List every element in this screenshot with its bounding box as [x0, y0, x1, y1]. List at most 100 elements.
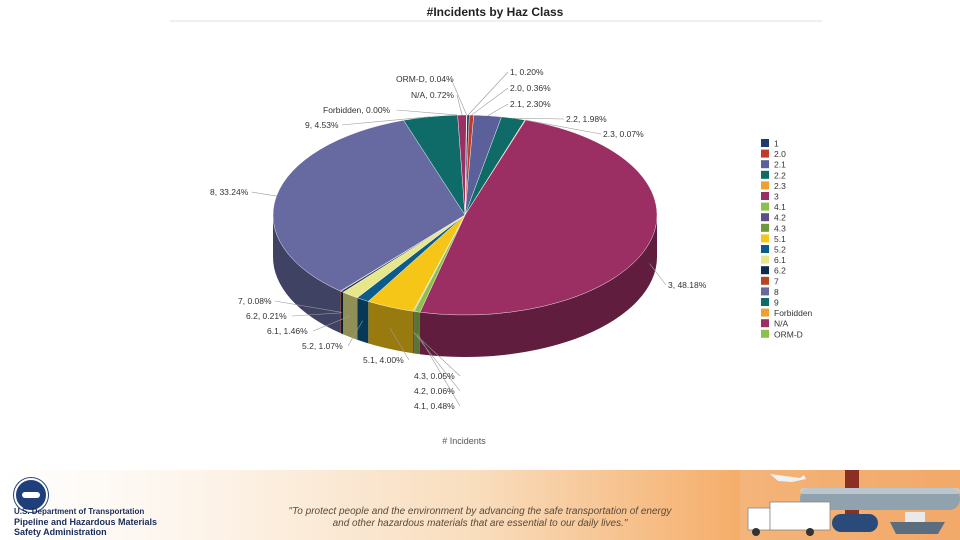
leader-line-4-1 — [416, 332, 461, 407]
chart-title: #Incidents by Haz Class — [427, 5, 564, 19]
legend-label-5-2: 5.2 — [774, 245, 786, 255]
pie-slice-3 — [419, 119, 658, 316]
legend-swatch-2-1 — [761, 160, 769, 169]
legend-label-6-2: 6.2 — [774, 266, 786, 276]
pie-chart: #Incidents by Haz Class 1, 0.20% 2.0, 0.3… — [170, 5, 822, 446]
pie-side-7 — [340, 291, 342, 334]
leader-line-8 — [251, 191, 277, 197]
data-label-4-3: 4.3, 0.05% — [414, 371, 455, 381]
legend-label-3: 3 — [774, 192, 779, 202]
legend-swatch-2-2 — [761, 170, 769, 179]
data-label-2-3: 2.3, 0.07% — [603, 129, 644, 139]
legend-label-7: 7 — [774, 276, 779, 286]
legend-label-1: 1 — [774, 139, 779, 149]
mission-statement-line2: and other hazardous materials that are e… — [332, 518, 628, 529]
pie-side-4-3 — [413, 311, 414, 354]
legend-swatch-2-0 — [761, 149, 769, 158]
truck-trailer-icon — [769, 501, 831, 531]
agency-name-line1: Pipeline and Hazardous Materials — [14, 517, 158, 527]
data-label-N-A: N/A, 0.72% — [411, 90, 454, 100]
leader-line-2-0 — [471, 87, 509, 116]
legend-label-8: 8 — [774, 287, 779, 297]
legend-swatch-3 — [761, 192, 769, 200]
data-label-2-2: 2.2, 1.98% — [566, 114, 607, 124]
ship-icon — [890, 522, 945, 534]
data-label-9: 9, 4.53% — [305, 120, 339, 130]
leader-line-6-1 — [312, 315, 351, 332]
data-label-2-1: 2.1, 2.30% — [510, 99, 551, 109]
legend-label-4-2: 4.2 — [774, 213, 786, 223]
legend-swatch-N-A — [761, 319, 769, 328]
legend-swatch-4-2 — [761, 213, 769, 222]
legend-swatch-ORM-D — [761, 329, 769, 338]
x-axis-label: # Incidents — [442, 436, 486, 446]
airplane-icon — [770, 474, 806, 482]
data-label-7: 7, 0.08% — [238, 296, 272, 306]
dot-logo — [14, 478, 48, 512]
pie-slice-8 — [272, 120, 466, 292]
department-name: U.S. Department of Transportation — [14, 507, 145, 516]
leader-line-6-2 — [291, 312, 343, 317]
leader-line-ORM-D — [450, 78, 467, 116]
legend-label-6-1: 6.1 — [774, 255, 786, 265]
legend-label-5-1: 5.1 — [774, 234, 786, 244]
data-label-3: 3, 48.18% — [668, 280, 707, 290]
pie-side-8 — [273, 215, 341, 334]
data-label-layer: 1, 0.20% 2.0, 0.36% 2.1, 2.30% 2.2, 1.98% 2.… — [210, 67, 707, 411]
pie-side-5-2 — [357, 297, 369, 344]
pie-side-5-1 — [368, 301, 414, 354]
leader-line-3 — [649, 263, 667, 286]
legend-label-4-1: 4.1 — [774, 202, 786, 212]
leader-line-9 — [341, 116, 431, 126]
legend-swatch-7 — [761, 276, 769, 285]
legend-swatch-5-2 — [761, 245, 769, 253]
mission-statement-line1: "To protect people and the environment b… — [288, 506, 672, 517]
legend-label-4-3: 4.3 — [774, 223, 786, 233]
data-label-4-2: 4.2, 0.06% — [414, 386, 455, 396]
leader-line-1 — [467, 71, 509, 116]
leader-line-5-1 — [389, 327, 410, 361]
pie-side-4-2 — [413, 311, 415, 354]
data-label-6-1: 6.1, 1.46% — [267, 326, 308, 336]
legend-label-ORM-D: ORM-D — [774, 329, 803, 339]
data-label-Forbidden: Forbidden, 0.00% — [323, 105, 391, 115]
legend-label-9: 9 — [774, 298, 779, 308]
pie-side-6-1 — [342, 292, 358, 340]
data-label-6-2: 6.2, 0.21% — [246, 311, 287, 321]
footer-banner: U.S. Department of Transportation Pipeli… — [0, 470, 960, 540]
leader-line-2-1 — [487, 103, 509, 116]
pie-side-4-1 — [414, 311, 420, 355]
legend-swatch-5-1 — [761, 234, 769, 243]
leader-line-2-3 — [525, 119, 602, 135]
legend-label-Forbidden: Forbidden — [774, 308, 813, 318]
legend-label-2-1: 2.1 — [774, 160, 786, 170]
leader-line-N-A — [456, 94, 463, 116]
leader-line-7 — [274, 300, 341, 313]
legend-swatch-Forbidden — [761, 308, 769, 317]
leader-line-Forbidden — [396, 109, 458, 116]
legend-label-2-3: 2.3 — [774, 181, 786, 191]
data-label-8: 8, 33.24% — [210, 187, 249, 197]
data-label-1: 1, 0.20% — [510, 67, 544, 77]
leader-line-5-2 — [347, 320, 363, 347]
legend-swatch-1 — [761, 139, 769, 147]
leader-line-2-2 — [513, 117, 565, 120]
legend-swatch-4-3 — [761, 223, 769, 232]
legend-label-2-2: 2.2 — [774, 170, 786, 180]
data-label-2-0: 2.0, 0.36% — [510, 83, 551, 93]
legend-swatch-9 — [761, 298, 769, 306]
data-label-5-1: 5.1, 4.00% — [363, 355, 404, 365]
data-label-5-2: 5.2, 1.07% — [302, 341, 343, 351]
legend-swatch-8 — [761, 287, 769, 296]
pie-side-6-2 — [341, 291, 343, 335]
agency-name-line2: Safety Administration — [14, 527, 107, 537]
legend-swatch-2-3 — [761, 181, 769, 190]
transport-photo-collage — [740, 470, 960, 540]
truck-cab-icon — [747, 507, 771, 531]
legend-label-N-A: N/A — [774, 319, 789, 329]
legend-swatch-6-1 — [761, 255, 769, 264]
legend-swatch-4-1 — [761, 202, 769, 211]
leader-line-4-3 — [413, 332, 461, 377]
legend: 12.02.12.22.334.14.24.35.15.26.16.2789Fo… — [761, 139, 813, 339]
leader-line-4-2 — [413, 332, 461, 392]
